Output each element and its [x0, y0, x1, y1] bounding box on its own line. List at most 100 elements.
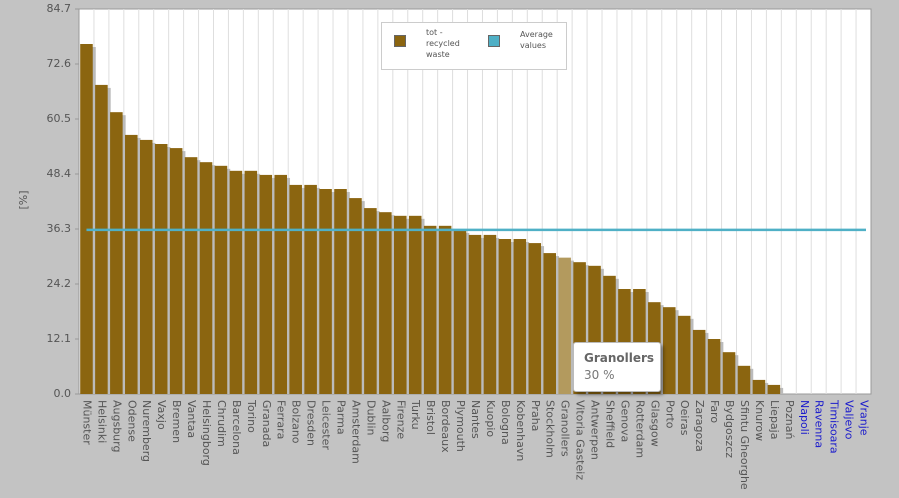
x-tick-label: Aalborg: [379, 400, 392, 442]
x-tick-label: Bydgoszcz: [723, 400, 736, 458]
y-tick-label: 36.3: [47, 222, 72, 235]
x-tick-label: Ravenna: [813, 400, 826, 448]
bar: [364, 208, 377, 394]
x-tick-label: Timisoara: [828, 399, 841, 454]
bar: [319, 189, 332, 394]
x-tick-label: Leicester: [320, 400, 333, 450]
x-tick-label: Chrudim: [215, 400, 228, 447]
bar: [214, 165, 228, 394]
y-tick-label: 24.2: [47, 277, 72, 290]
x-tick-label: Augsburg: [110, 400, 123, 452]
legend-swatch: [394, 35, 406, 47]
legend-label: tot - recycled waste: [426, 28, 460, 59]
x-tick-label: Sheffield: [603, 400, 616, 448]
x-tick-label: Plymouth: [454, 400, 467, 452]
bar: [394, 215, 407, 394]
bar: [498, 239, 512, 394]
x-tick-label: Stockholm: [544, 400, 557, 458]
bar: [304, 184, 317, 394]
bar: [707, 339, 721, 394]
bar: [274, 174, 288, 394]
bar: [453, 229, 467, 394]
x-tick-label: Vranje: [858, 400, 871, 436]
tooltip-title: Granollers: [584, 351, 655, 365]
x-tick-label: Valjevo: [843, 400, 856, 440]
legend-swatch: [488, 35, 500, 47]
x-tick-label: Turku: [409, 399, 422, 430]
bar: [483, 234, 497, 394]
x-tick-label: Firenze: [394, 400, 407, 439]
x-tick-label: Nantes: [469, 400, 482, 439]
x-tick-label: Bristol: [424, 400, 437, 435]
bar: [438, 225, 452, 394]
bar: [334, 189, 347, 394]
x-tick-label: Granollers: [559, 400, 572, 457]
bar: [229, 170, 243, 394]
x-tick-label: Liepaja: [768, 400, 781, 439]
bar: [125, 134, 138, 394]
legend-label: Average values: [520, 30, 553, 50]
tooltip: Granollers 30 %: [573, 342, 661, 392]
bar: [752, 379, 766, 394]
x-tick-label: Odense: [125, 400, 138, 442]
x-tick-label: Genova: [618, 400, 631, 442]
tooltip-text: 30 %: [584, 368, 615, 382]
bar: [662, 307, 676, 394]
y-tick-label: 12.1: [47, 332, 72, 345]
x-tick-label: Antwerpen: [589, 400, 602, 460]
x-tick-label: Zaragoza: [693, 400, 706, 452]
bar: [289, 184, 302, 394]
bar: [154, 144, 168, 394]
x-tick-label: Faro: [708, 400, 721, 423]
y-tick-label: 60.5: [47, 112, 72, 125]
x-tick-label: Barcelona: [230, 400, 243, 455]
bar: [139, 139, 153, 394]
bar: [199, 162, 213, 394]
bar: [722, 352, 736, 394]
bar: [737, 365, 751, 394]
x-tick-label: Oeiras: [678, 400, 691, 436]
bar: [259, 174, 273, 394]
x-tick-label: Granada: [260, 400, 273, 447]
bar: [408, 215, 422, 394]
x-tick-label: Bolzano: [290, 400, 303, 444]
bar: [558, 257, 571, 394]
x-tick-label: Dublin: [364, 400, 377, 436]
bar: [677, 315, 691, 394]
x-tick-label: Bologna: [499, 400, 512, 445]
x-tick-label: Kuopio: [484, 400, 497, 437]
x-tick-label: Bremen: [170, 400, 183, 443]
y-tick-label: 84.7: [47, 2, 72, 15]
x-tick-label: Vantaa: [185, 400, 198, 438]
bar: [95, 84, 108, 394]
x-tick-label: Napoli: [798, 400, 811, 435]
x-tick-label: Praha: [529, 400, 542, 431]
x-tick-label: Helsingborg: [200, 400, 213, 466]
x-tick-label: Dresden: [305, 400, 318, 446]
bar: [184, 157, 198, 394]
y-tick-label: 0.0: [54, 387, 72, 400]
bar: [692, 329, 706, 394]
x-tick-label: Nuremberg: [140, 400, 153, 462]
bar: [110, 112, 123, 394]
x-tick-label: Münster: [80, 400, 93, 445]
x-tick-label: Torino: [245, 399, 258, 433]
x-tick-label: Knurow: [753, 400, 766, 441]
bar: [244, 170, 258, 394]
bar: [468, 234, 482, 394]
bar: [349, 198, 362, 394]
x-tick-label: Parma: [335, 400, 348, 435]
x-tick-label: Amsterdam: [349, 400, 362, 464]
x-tick-label: Vaxjo: [155, 400, 168, 430]
bar: [767, 384, 781, 394]
x-tick-label: Helsinki: [95, 400, 108, 443]
bar: [80, 44, 93, 394]
bar: [379, 212, 392, 394]
x-tick-label: Glasgow: [648, 400, 661, 447]
x-tick-label: Poznań: [783, 400, 796, 439]
bar: [169, 148, 183, 394]
bar: [513, 239, 527, 394]
x-tick-label: Ferrara: [275, 400, 288, 439]
x-tick-label: Rotterdam: [633, 400, 646, 458]
